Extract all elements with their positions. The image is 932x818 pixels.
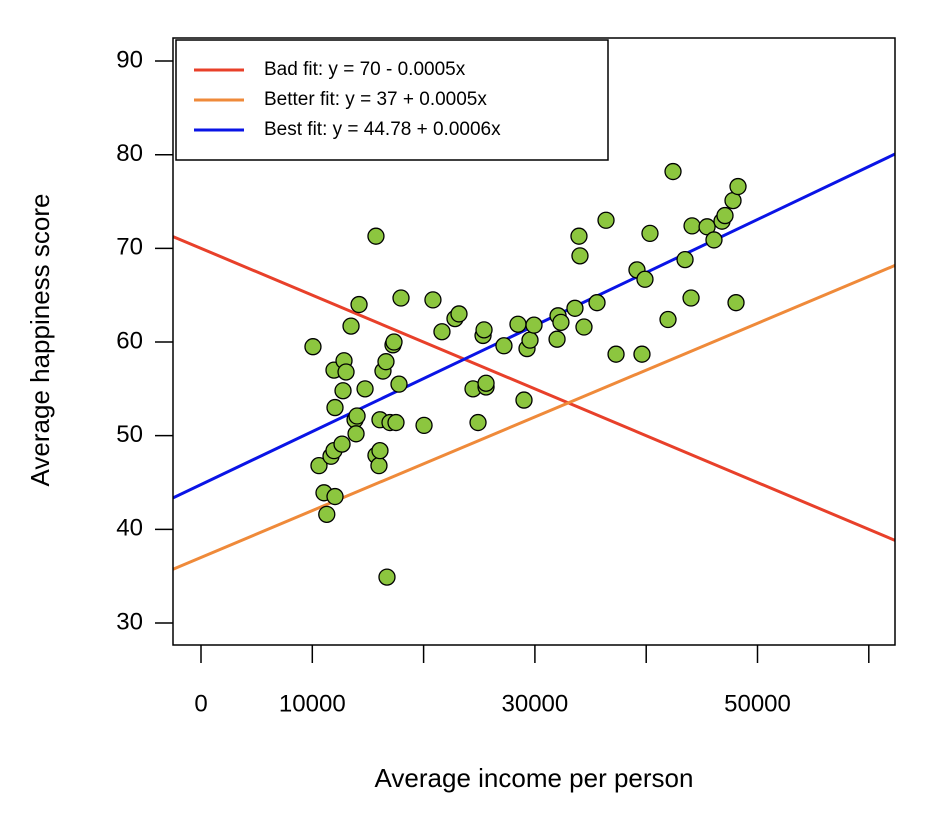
y-tick-label: 40 [116,515,143,542]
point [571,247,589,265]
point [385,333,403,351]
point [521,331,539,349]
point [566,299,584,317]
legend-label: Better fit: y = 37 + 0.0005x [264,89,487,110]
point [377,353,395,371]
point [326,398,344,417]
point [475,321,493,339]
point [597,211,615,229]
point [477,374,495,392]
point [390,375,408,393]
y-tick-label: 30 [116,608,143,635]
point [433,323,451,341]
point [370,456,388,475]
point [469,413,487,432]
x-axis-title: Average income per person [375,763,694,793]
y-tick-label: 50 [116,421,143,448]
point [415,416,433,435]
point [367,227,385,245]
point [659,310,677,329]
point [326,487,344,506]
y-tick-label: 80 [116,140,143,167]
point [729,177,747,196]
point [387,413,405,432]
point [348,407,366,425]
point [727,294,745,312]
point [378,568,396,586]
y-axis-title: Average happiness score [25,194,55,487]
point [347,425,365,443]
x-tick-label: 10000 [279,690,346,717]
point [641,224,659,243]
point [334,382,352,400]
y-tick-label: 60 [116,327,143,354]
point [356,380,374,398]
x-tick-label: 30000 [502,690,569,717]
point [633,345,651,363]
point [682,289,700,307]
point [552,313,570,331]
point [392,289,410,307]
point [509,315,527,333]
fit-line [173,264,895,571]
x-tick-label: 0 [194,690,207,717]
point [371,442,389,460]
point [342,317,360,335]
point [716,206,734,225]
point [705,231,723,249]
legend-label: Best fit: y = 44.78 + 0.0006x [264,119,501,140]
point [450,305,468,323]
point [607,345,625,363]
y-tick-label: 90 [116,46,143,73]
plot-frame [172,37,896,646]
point [683,217,701,235]
point [304,338,322,356]
point [310,456,328,475]
point [424,291,442,309]
point [575,318,593,336]
point [548,330,566,348]
legend-label: Bad fit: y = 70 - 0.0005x [264,59,466,80]
point [495,337,513,355]
point [318,505,336,523]
point [350,295,368,314]
x-tick-label: 50000 [724,690,791,717]
point [664,162,682,181]
point [636,270,654,288]
point [337,363,355,381]
point [525,316,543,334]
point [333,435,351,453]
legend-box [175,39,609,161]
point [676,250,694,269]
point [515,391,533,409]
y-tick-label: 70 [116,234,143,261]
fit-line [173,235,895,542]
point [570,227,588,245]
point [588,294,606,312]
